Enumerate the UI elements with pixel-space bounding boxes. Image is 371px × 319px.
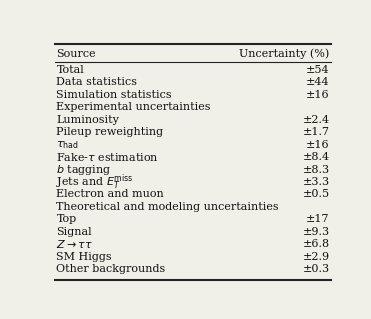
Text: ±54: ±54 [306,65,329,75]
Text: Jets and $E_T^{\rm miss}$: Jets and $E_T^{\rm miss}$ [56,172,134,192]
Text: ±9.3: ±9.3 [302,227,329,237]
Text: ±0.5: ±0.5 [302,189,329,199]
Text: Theoretical and modeling uncertainties: Theoretical and modeling uncertainties [56,202,279,212]
Text: Luminosity: Luminosity [56,115,119,125]
Text: Experimental uncertainties: Experimental uncertainties [56,102,211,112]
Text: SM Higgs: SM Higgs [56,252,112,262]
Text: Data statistics: Data statistics [56,77,137,87]
Text: Source: Source [56,48,96,59]
Text: ±16: ±16 [306,90,329,100]
Text: Uncertainty (%): Uncertainty (%) [239,48,329,59]
Text: ±8.3: ±8.3 [302,165,329,174]
Text: Electron and muon: Electron and muon [56,189,164,199]
Text: Signal: Signal [56,227,92,237]
Text: ±0.3: ±0.3 [302,264,329,274]
Text: ±8.4: ±8.4 [302,152,329,162]
Text: Fake-$\tau$ estimation: Fake-$\tau$ estimation [56,151,159,163]
Text: ±1.7: ±1.7 [303,127,329,137]
Text: Top: Top [56,214,77,225]
Text: $Z \rightarrow \tau\tau$: $Z \rightarrow \tau\tau$ [56,238,93,250]
Text: Pileup reweighting: Pileup reweighting [56,127,164,137]
Text: $\tau_{\rm had}$: $\tau_{\rm had}$ [56,139,79,151]
Text: $b$ tagging: $b$ tagging [56,163,112,176]
Text: ±16: ±16 [306,140,329,150]
Text: ±2.4: ±2.4 [302,115,329,125]
Text: Other backgrounds: Other backgrounds [56,264,166,274]
Text: ±17: ±17 [306,214,329,225]
Text: Total: Total [56,65,84,75]
Text: Simulation statistics: Simulation statistics [56,90,172,100]
Text: ±44: ±44 [306,77,329,87]
Text: ±2.9: ±2.9 [302,252,329,262]
Text: ±3.3: ±3.3 [302,177,329,187]
Text: ±6.8: ±6.8 [302,239,329,249]
